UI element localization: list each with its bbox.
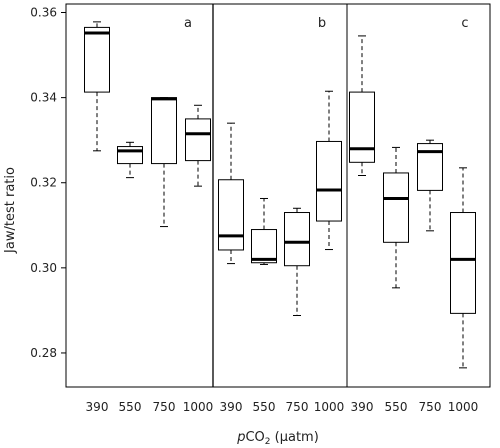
box-a-1000	[185, 104, 211, 187]
y-axis-title: Jaw/test ratio	[3, 167, 18, 254]
x-axis-title-unit: (µatm)	[271, 430, 319, 445]
x-tick-label: 750	[419, 400, 442, 414]
x-tick-label: 1000	[314, 400, 345, 414]
x-tick-label: 750	[286, 400, 309, 414]
box-c-750	[417, 139, 443, 232]
axes-layer: 0.28 0.30 0.32 0.34 0.36 390 550 750 1000 390 550 7…	[30, 6, 478, 414]
box-iqr	[218, 179, 244, 251]
x-tick-label: 1000	[183, 400, 214, 414]
panels-layer: a b c	[65, 3, 491, 388]
box-iqr	[84, 26, 110, 93]
box-b-750	[284, 207, 310, 317]
panel-letter-b: b	[318, 16, 326, 31]
x-tick-label: 390	[86, 400, 109, 414]
x-tick-label: 390	[220, 400, 243, 414]
x-tick-label: 390	[351, 400, 374, 414]
x-axis-title-main: CO	[245, 430, 264, 445]
box-iqr	[316, 140, 342, 222]
box-b-1000	[316, 90, 342, 251]
plot-frame	[65, 3, 491, 388]
y-tick-label: 0.28	[30, 346, 57, 360]
box-a-750	[151, 97, 177, 228]
x-axis-title: pCO2 (µatm)	[236, 430, 319, 447]
panel-letter-c: c	[461, 16, 468, 31]
box-iqr	[151, 97, 177, 165]
box-c-550	[383, 146, 409, 289]
x-tick-label: 750	[153, 400, 176, 414]
x-axis-title-subscript: 2	[265, 437, 271, 447]
box-iqr	[185, 118, 211, 162]
x-tick-label: 550	[385, 400, 408, 414]
boxes-layer	[84, 21, 476, 369]
y-tick-label: 0.32	[30, 176, 57, 190]
box-a-550	[117, 141, 143, 179]
box-iqr	[450, 212, 476, 314]
x-tick-label: 550	[253, 400, 276, 414]
y-tick-label: 0.36	[30, 6, 57, 20]
x-axis-title-prefix: p	[236, 430, 245, 445]
box-iqr	[251, 229, 277, 264]
panel-letter-a: a	[184, 16, 192, 31]
y-tick-label: 0.30	[30, 261, 57, 275]
box-c-390	[349, 35, 375, 176]
box-iqr	[117, 146, 143, 165]
box-iqr	[284, 212, 310, 267]
box-a-390	[84, 21, 110, 152]
box-b-550	[251, 197, 277, 265]
box-iqr	[349, 91, 375, 163]
box-c-1000	[450, 167, 476, 369]
box-b-390	[218, 122, 244, 265]
y-tick-label: 0.34	[30, 91, 57, 105]
x-tick-label: 1000	[448, 400, 479, 414]
box-iqr	[383, 172, 409, 243]
x-tick-label: 550	[119, 400, 142, 414]
